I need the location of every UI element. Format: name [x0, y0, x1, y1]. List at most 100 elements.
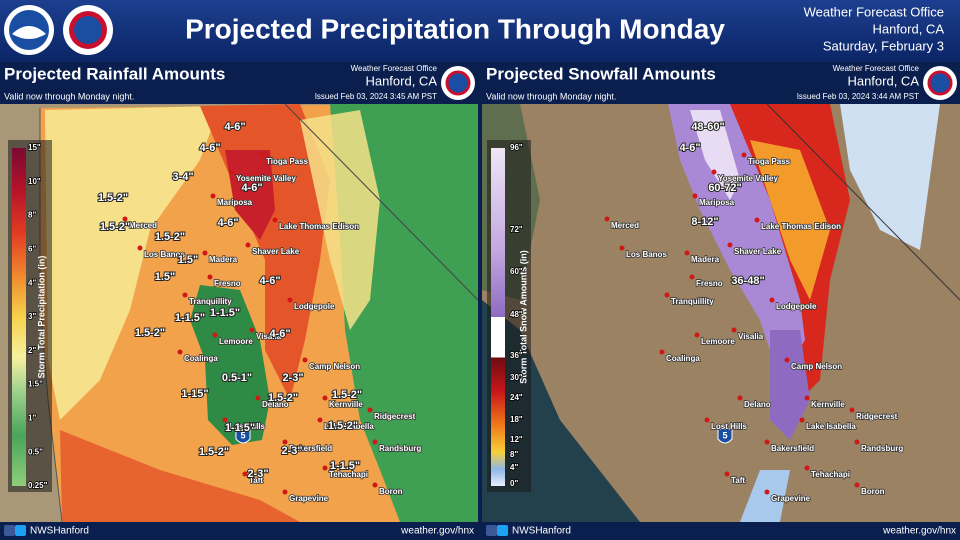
city-dot — [764, 439, 770, 445]
city-label: Los Banos — [626, 250, 667, 259]
city-label: Lodgepole — [776, 302, 817, 311]
header-band — [0, 0, 960, 62]
panel-header — [0, 62, 478, 104]
city-label: Ridgecrest — [856, 412, 898, 421]
city-dot — [317, 417, 323, 423]
city-label: Mariposa — [217, 198, 253, 207]
panel-subtitle: Valid now through Monday night. — [486, 91, 616, 101]
state-line — [284, 103, 479, 301]
city-label: Lemoore — [701, 337, 735, 346]
amount-label: 1-1.5" — [175, 312, 205, 324]
facebook-icon — [4, 525, 15, 536]
amount-label: 1.5-2" — [98, 192, 128, 204]
legend-bar — [12, 148, 26, 486]
legend-label: 48" — [510, 310, 523, 319]
legend-label: 3" — [28, 312, 36, 321]
amount-label: 36-48" — [731, 275, 764, 287]
amount-label: 1.5" — [155, 271, 176, 283]
city-label: Fresno — [696, 279, 723, 288]
interstate-shield — [717, 428, 733, 444]
city-label: Los Banos — [144, 250, 185, 259]
city-dot — [684, 250, 690, 256]
amount-label: 1-1.5" — [225, 422, 255, 434]
rain-south — [60, 430, 300, 522]
city-label: Camp Nelson — [309, 362, 360, 371]
panel-title: Projected Snowfall Amounts — [486, 64, 716, 83]
interstate-label: 5 — [722, 430, 727, 440]
legend-label: 0" — [510, 479, 518, 488]
city-label: Yosemite Valley — [236, 174, 296, 183]
legend-label: 36" — [510, 351, 523, 360]
city-label: Mariposa — [699, 198, 735, 207]
amount-label: 1.5-2" — [100, 221, 130, 233]
legend-label: 0.25" — [28, 481, 48, 490]
city-dot — [182, 292, 188, 298]
city-dot — [604, 216, 610, 222]
city-label: Madera — [691, 255, 720, 264]
city-dot — [249, 327, 255, 333]
legend-label: 10" — [28, 177, 41, 186]
nws-logo-inner — [74, 16, 102, 44]
city-label: Ridgecrest — [374, 412, 416, 421]
city-dot — [659, 349, 665, 355]
city-dot — [692, 193, 698, 199]
city-dot — [849, 407, 855, 413]
panel-location: Hanford, CA — [365, 73, 437, 88]
panel-footer-url: weather.gov/hnx — [882, 526, 956, 537]
amount-label: 4-6" — [679, 142, 700, 154]
legend-label: 4" — [510, 463, 518, 472]
city-label: Delano — [744, 400, 771, 409]
city-dot — [754, 217, 760, 223]
amount-label: 1.5" — [178, 254, 199, 266]
snow-grapevine — [740, 470, 790, 522]
city-dot — [302, 357, 308, 363]
city-label: Visalia — [738, 332, 764, 341]
panel-header — [482, 62, 960, 104]
legend-label: 15" — [28, 143, 41, 152]
amount-label: 1.5-2" — [328, 420, 358, 432]
location: Hanford, CA — [872, 21, 944, 36]
city-dot — [282, 439, 288, 445]
city-dot — [207, 274, 213, 280]
city-dot — [664, 292, 670, 298]
legend-label: 60" — [510, 267, 523, 276]
rain-crest — [300, 110, 380, 330]
city-label: Grapevine — [771, 494, 811, 503]
city-dot — [212, 332, 218, 338]
city-dot — [122, 216, 128, 222]
city-label: Coalinga — [184, 354, 218, 363]
city-label: Kernville — [329, 400, 363, 409]
legend-label: 96" — [510, 143, 523, 152]
city-label: Lemoore — [219, 337, 253, 346]
city-dot — [272, 217, 278, 223]
city-dot — [724, 471, 730, 477]
city-dot — [202, 250, 208, 256]
city-dot — [259, 152, 265, 158]
city-dot — [255, 395, 261, 401]
main-title: Projected Precipitation Through Monday — [185, 13, 725, 44]
city-label: Lake Isabella — [324, 422, 374, 431]
city-dot — [372, 482, 378, 488]
city-dot — [727, 242, 733, 248]
legend-label: 1" — [28, 414, 36, 423]
interstate-label: 5 — [240, 430, 245, 440]
legend-label: 6" — [28, 245, 36, 254]
city-dot — [769, 297, 775, 303]
divider — [478, 62, 482, 540]
legend-label: 8" — [510, 450, 518, 459]
city-dot — [741, 152, 747, 158]
city-label: Camp Nelson — [791, 362, 842, 371]
amount-label: 4-6" — [241, 182, 262, 194]
city-label: Randsburg — [861, 444, 903, 453]
amount-label: 4-6" — [217, 217, 238, 229]
city-dot — [764, 489, 770, 495]
panel: Projected Rainfall Amounts Valid now thro… — [4, 64, 474, 537]
nws-logo-inner — [445, 70, 471, 96]
city-dot — [737, 395, 743, 401]
city-label: Bakersfield — [289, 444, 332, 453]
city-dot — [222, 417, 228, 423]
city-label: Tioga Pass — [748, 157, 791, 166]
amount-label: 1-1.5" — [210, 307, 240, 319]
city-label: Coalinga — [666, 354, 700, 363]
